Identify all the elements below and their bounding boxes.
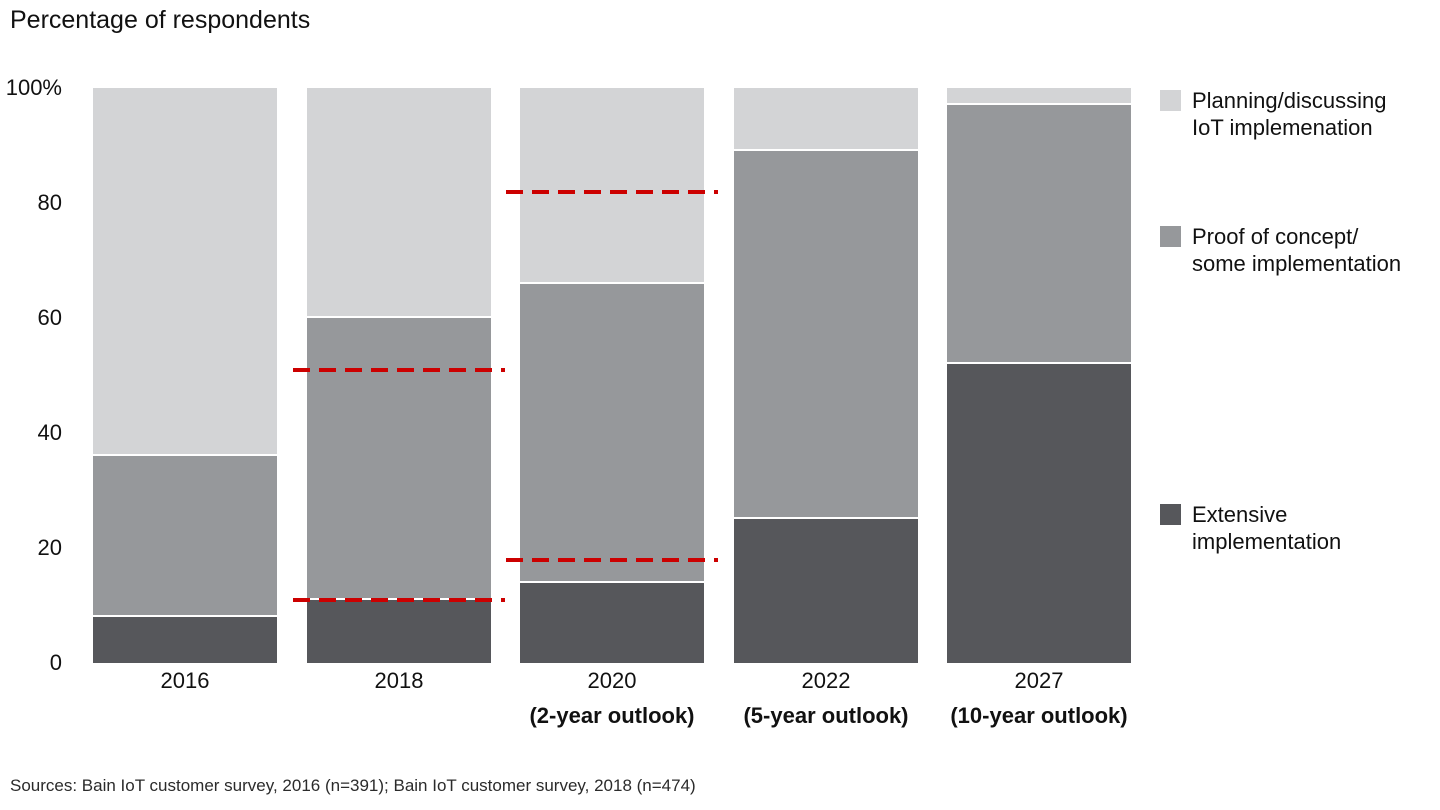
legend-label-line: Proof of concept/ bbox=[1192, 224, 1359, 249]
x-category-label: 2022 (5-year outlook) bbox=[676, 668, 976, 729]
bar-2018 bbox=[307, 88, 491, 663]
bar-segment bbox=[947, 364, 1131, 663]
legend-item-proof: Proof of concept/ some implementation bbox=[1160, 223, 1401, 277]
x-category-label: 2016 bbox=[35, 668, 335, 703]
legend-label-line: IoT implemenation bbox=[1192, 115, 1373, 140]
x-outlook-label: (5-year outlook) bbox=[743, 703, 909, 728]
bar-segment bbox=[93, 456, 277, 617]
legend-label-line: Extensive bbox=[1192, 502, 1288, 527]
reference-line bbox=[293, 367, 505, 372]
reference-line bbox=[293, 597, 505, 602]
x-year-label: 2016 bbox=[160, 668, 210, 693]
y-axis: 100% 80 60 40 20 0 bbox=[0, 75, 62, 675]
bar-segment bbox=[734, 519, 918, 663]
legend-label: Planning/discussing IoT implemenation bbox=[1192, 87, 1386, 141]
legend-label: Extensive implementation bbox=[1192, 501, 1341, 555]
legend-swatch-extensive bbox=[1160, 504, 1181, 525]
x-axis: 2016 2018 2020 (2-year outlook) 2022 (5-… bbox=[93, 668, 1131, 738]
bar-segment bbox=[520, 582, 704, 663]
legend-item-extensive: Extensive implementation bbox=[1160, 501, 1341, 555]
legend-label-line: implementation bbox=[1192, 529, 1342, 554]
y-tick-label: 80 bbox=[37, 190, 62, 215]
legend-swatch-proof bbox=[1160, 226, 1181, 247]
x-outlook-label: (10-year outlook) bbox=[950, 703, 1128, 728]
bar-segment bbox=[307, 88, 491, 318]
legend-swatch-planning bbox=[1160, 90, 1181, 111]
bar-segment bbox=[93, 88, 277, 456]
reference-line bbox=[506, 557, 718, 562]
legend-label: Proof of concept/ some implementation bbox=[1192, 223, 1401, 277]
bar-segment bbox=[520, 88, 704, 284]
plot-area bbox=[93, 88, 1131, 663]
bar-segment bbox=[734, 88, 918, 152]
legend-item-planning: Planning/discussing IoT implemenation bbox=[1160, 87, 1386, 141]
bar-2016 bbox=[93, 88, 277, 663]
x-outlook-label: (2-year outlook) bbox=[529, 703, 695, 728]
bar-2027 bbox=[947, 88, 1131, 663]
y-tick-label: 0 bbox=[49, 650, 62, 675]
bar-2020 bbox=[520, 88, 704, 663]
bar-segment bbox=[307, 318, 491, 600]
x-year-label: 2027 bbox=[1014, 668, 1064, 693]
x-category-label: 2018 bbox=[249, 668, 549, 703]
legend-label-line: some implementation bbox=[1192, 251, 1402, 276]
bar-segment bbox=[520, 283, 704, 583]
bar-2022 bbox=[734, 88, 918, 663]
y-tick-label: 100% bbox=[5, 75, 62, 100]
bar-segment bbox=[947, 88, 1131, 106]
x-category-label: 2027 (10-year outlook) bbox=[889, 668, 1189, 729]
y-tick-label: 20 bbox=[37, 535, 62, 560]
x-year-label: 2020 bbox=[587, 668, 637, 693]
y-tick-label: 60 bbox=[37, 305, 62, 330]
bar-segment bbox=[93, 617, 277, 663]
x-year-label: 2018 bbox=[374, 668, 424, 693]
sources-note: Sources: Bain IoT customer survey, 2016 … bbox=[10, 776, 696, 795]
reference-line bbox=[506, 189, 718, 194]
legend: Planning/discussing IoT implemenation Pr… bbox=[1160, 0, 1440, 700]
bar-segment bbox=[947, 105, 1131, 364]
bar-segment bbox=[307, 599, 491, 663]
x-category-label: 2020 (2-year outlook) bbox=[462, 668, 762, 729]
y-tick-label: 40 bbox=[37, 420, 62, 445]
bar-segment bbox=[734, 151, 918, 520]
x-year-label: 2022 bbox=[801, 668, 851, 693]
chart-title: Percentage of respondents bbox=[10, 6, 311, 34]
legend-label-line: Planning/discussing bbox=[1192, 88, 1387, 113]
